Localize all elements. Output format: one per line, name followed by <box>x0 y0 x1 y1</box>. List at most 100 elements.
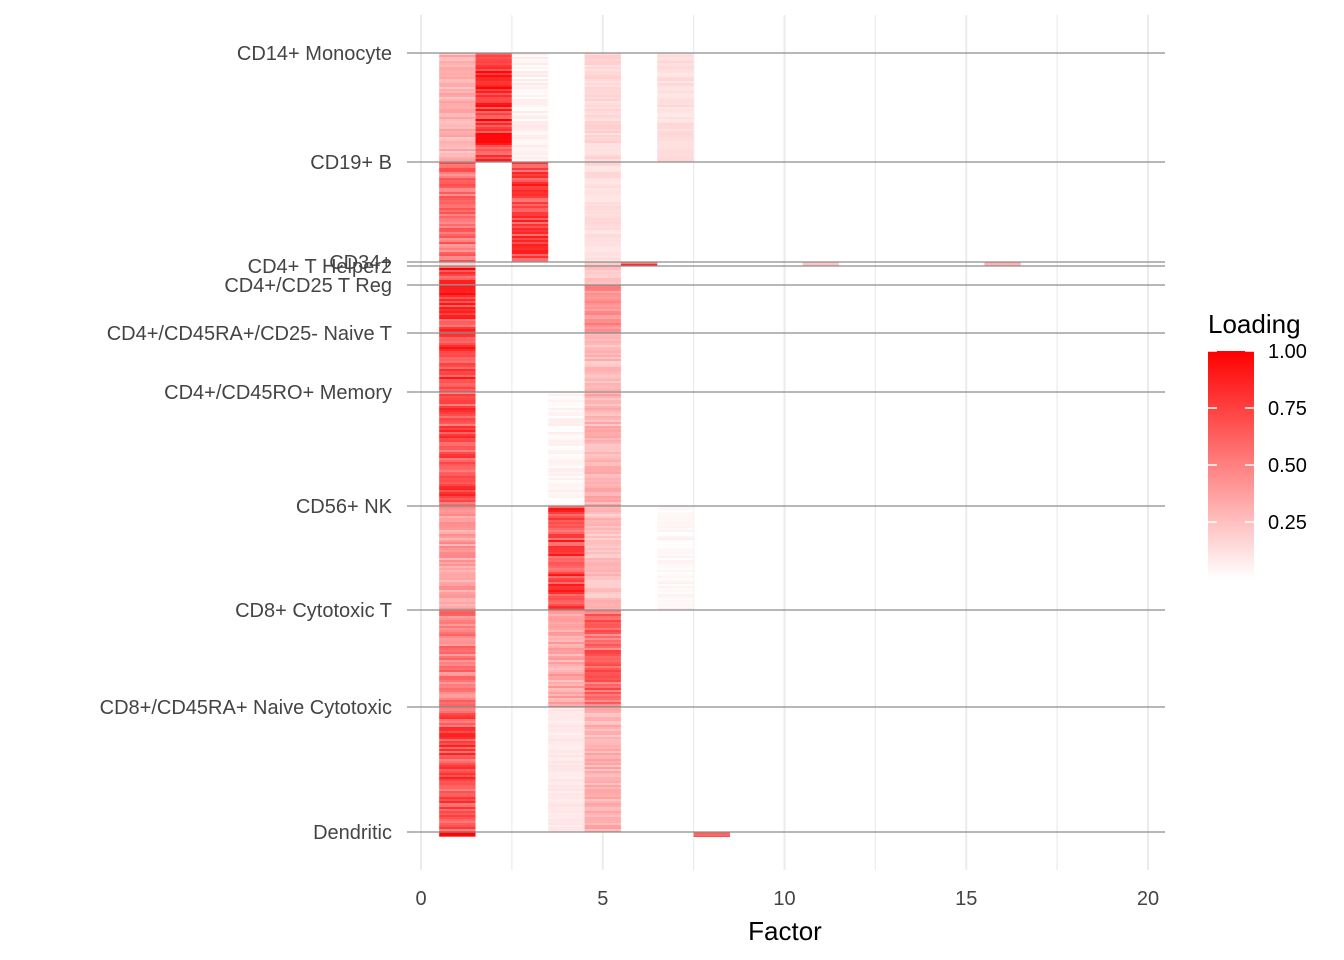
heatmap-cell <box>439 133 476 135</box>
heatmap-cell <box>548 771 585 773</box>
heatmap-cell <box>548 570 585 572</box>
heatmap-cell <box>439 274 476 276</box>
heatmap-cell <box>584 137 621 139</box>
heatmap-cell <box>439 799 476 801</box>
heatmap-cell <box>584 815 621 817</box>
heatmap-cell <box>584 63 621 65</box>
heatmap-cell <box>439 733 476 735</box>
heatmap-cell <box>657 79 694 81</box>
heatmap-cell <box>584 624 621 626</box>
heatmap-cell <box>584 474 621 476</box>
heatmap-cell <box>548 550 585 552</box>
heatmap-cell <box>584 634 621 636</box>
heatmap-cell <box>511 180 549 182</box>
heatmap-cell <box>439 204 476 206</box>
heatmap-cell <box>439 825 476 827</box>
heatmap-cell <box>548 464 585 466</box>
heatmap-cell <box>439 680 476 682</box>
heatmap-cell <box>657 552 694 554</box>
heatmap-cell <box>584 594 621 596</box>
heatmap-cell <box>584 305 621 307</box>
heatmap-cell <box>439 236 476 238</box>
heatmap-cell <box>511 109 549 111</box>
heatmap-cell <box>548 761 585 763</box>
heatmap-cell <box>584 749 621 751</box>
heatmap-cell <box>584 236 621 238</box>
heatmap-cell <box>584 656 621 658</box>
heatmap-cell <box>439 568 476 570</box>
heatmap-cell <box>657 81 694 83</box>
heatmap-cell <box>439 590 476 592</box>
heatmap-cell <box>439 622 476 624</box>
heatmap-cell <box>475 121 512 123</box>
heatmap-cell <box>439 226 476 228</box>
heatmap-cell <box>548 769 585 771</box>
heatmap-cell <box>584 783 621 785</box>
heatmap-cell <box>584 408 621 410</box>
heatmap-cell <box>548 532 585 534</box>
heatmap-cell <box>439 268 476 270</box>
heatmap-cell <box>439 186 476 188</box>
heatmap-cell <box>439 702 476 704</box>
heatmap-cell <box>548 536 585 538</box>
heatmap-cell <box>548 793 585 795</box>
heatmap-cell <box>584 375 621 377</box>
heatmap-cell <box>511 89 549 91</box>
heatmap-cell <box>439 787 476 789</box>
heatmap-cell <box>475 91 512 93</box>
heatmap-cell <box>548 554 585 556</box>
heatmap-cell <box>511 196 549 198</box>
heatmap-cell <box>439 668 476 670</box>
heatmap-cell <box>439 73 476 75</box>
heatmap-cell <box>584 454 621 456</box>
heatmap-cell <box>439 57 476 59</box>
heatmap-cell <box>548 823 585 825</box>
heatmap-cell <box>439 436 476 438</box>
heatmap-cell <box>439 412 476 414</box>
heatmap-cell <box>439 464 476 466</box>
heatmap-cell <box>439 735 476 737</box>
heatmap-cell <box>439 129 476 131</box>
heatmap-cell <box>439 690 476 692</box>
heatmap-cell <box>475 89 512 91</box>
heatmap-cell <box>584 188 621 190</box>
heatmap-cell <box>439 139 476 141</box>
heatmap-cell <box>584 85 621 87</box>
heatmap-cell <box>584 791 621 793</box>
heatmap-cell <box>439 238 476 240</box>
heatmap-cell <box>439 522 476 524</box>
heatmap-cell <box>548 584 585 586</box>
heatmap-cell <box>475 59 512 61</box>
heatmap-cell <box>584 127 621 129</box>
heatmap-cell <box>584 534 621 536</box>
heatmap-cell <box>657 75 694 77</box>
heatmap-cell <box>439 224 476 226</box>
heatmap-cell <box>548 458 585 460</box>
heatmap-cell <box>439 620 476 622</box>
heatmap-cell <box>475 67 512 69</box>
heatmap-cell <box>548 666 585 668</box>
heatmap-cell <box>439 785 476 787</box>
heatmap-cell <box>584 341 621 343</box>
heatmap-cell <box>475 149 512 151</box>
heatmap-cell <box>439 524 476 526</box>
heatmap-cell <box>439 280 476 282</box>
heatmap-cell <box>584 678 621 680</box>
heatmap-cell <box>584 297 621 299</box>
heatmap-cell <box>584 502 621 504</box>
heatmap-cell <box>584 686 621 688</box>
heatmap-cell <box>584 568 621 570</box>
heatmap-cell <box>439 258 476 260</box>
heatmap-cell <box>548 713 585 715</box>
heatmap-cell <box>584 560 621 562</box>
heatmap-cell <box>584 153 621 155</box>
heatmap-cell <box>548 787 585 789</box>
heatmap-cell <box>439 600 476 602</box>
heatmap-cell <box>584 218 621 220</box>
heatmap-cell <box>511 260 549 262</box>
heatmap-cell <box>439 182 476 184</box>
heatmap-cell <box>439 166 476 168</box>
heatmap-cell <box>584 795 621 797</box>
heatmap-cell <box>584 107 621 109</box>
heatmap-cell <box>584 299 621 301</box>
